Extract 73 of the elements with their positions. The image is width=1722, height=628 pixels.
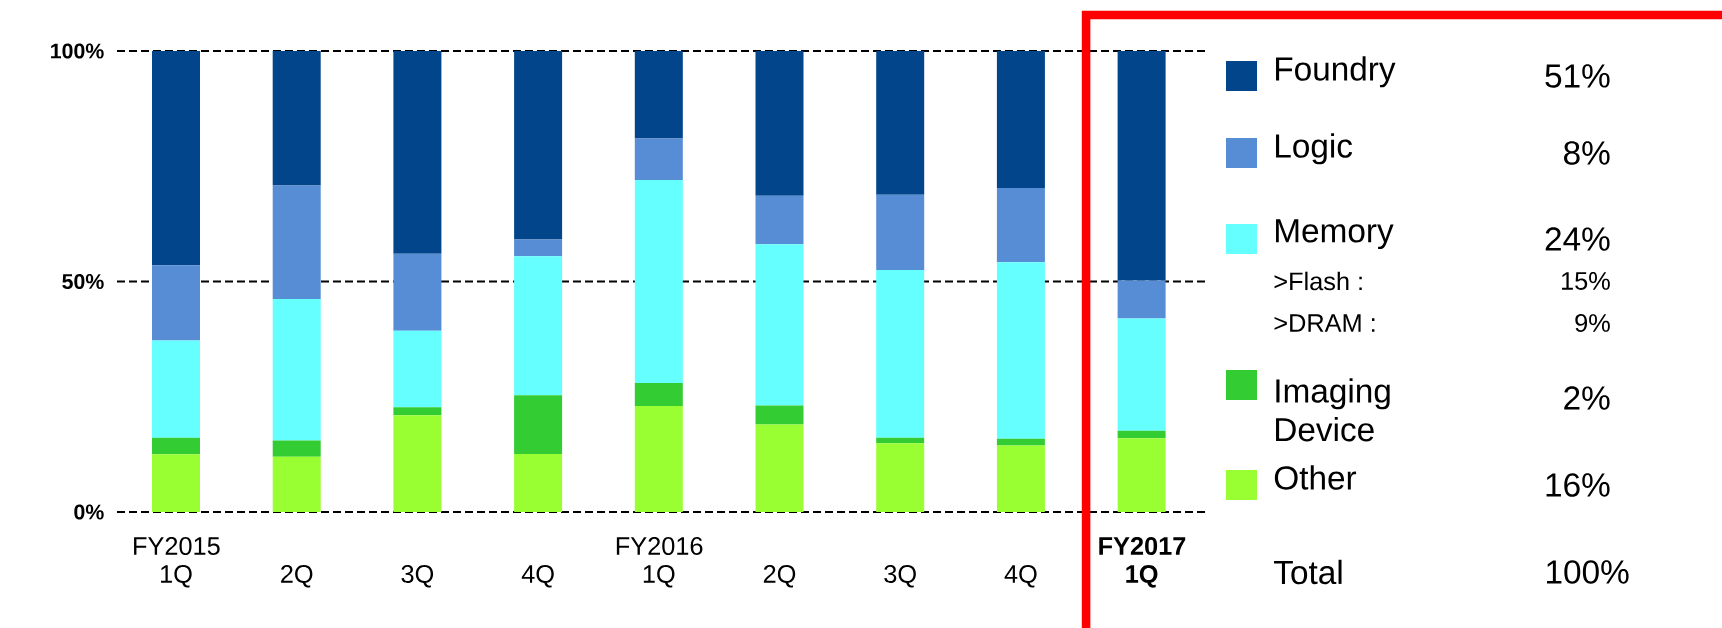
bar: [755, 424, 804, 512]
bar: [634, 50, 683, 139]
bar: [876, 443, 925, 512]
text: 8%: [1564, 141, 1610, 165]
bar: [514, 256, 563, 396]
bar: [876, 269, 925, 438]
bar: [514, 50, 563, 240]
text: >DRAM :: [1274, 314, 1375, 332]
text: 15%: [1561, 272, 1610, 290]
bar: [996, 438, 1045, 446]
y-tick-label: 0%: [74, 504, 104, 520]
bar: [755, 50, 804, 196]
x-tick-label: FY2016 1Q: [616, 537, 703, 588]
x-tick-label: 4Q: [521, 565, 554, 588]
bar: [755, 244, 804, 406]
text: 100%: [1547, 560, 1629, 584]
text: 2%: [1564, 386, 1610, 410]
bar: [876, 194, 925, 270]
bar: [634, 382, 683, 406]
text: 9%: [1575, 314, 1610, 332]
bar: [393, 330, 442, 408]
bar: [152, 265, 201, 341]
text: >Flash :: [1274, 271, 1362, 291]
bar: [1117, 318, 1166, 431]
bar: [393, 253, 442, 331]
bar: [272, 456, 321, 512]
bar: [996, 445, 1045, 512]
legend-label: Other: [1274, 465, 1357, 490]
bar: [514, 239, 563, 257]
bar: [272, 50, 321, 186]
x-tick-label: 3Q: [884, 565, 916, 588]
bar: [393, 415, 442, 512]
bar: [876, 50, 925, 195]
x-tick-label: 4Q: [1004, 565, 1037, 588]
text: 51%: [1545, 64, 1610, 88]
x-tick-label: 3Q: [401, 565, 434, 588]
bar: [272, 299, 321, 441]
bar: [152, 340, 201, 438]
x-tick-label: FY2015 1Q: [134, 537, 220, 588]
bar: [634, 138, 683, 181]
bar: [634, 405, 683, 512]
bar: [1117, 430, 1166, 439]
bar: [1117, 50, 1166, 281]
bar: [152, 437, 201, 455]
bar: [634, 180, 683, 383]
text: Total: [1274, 559, 1342, 585]
bar: [514, 453, 563, 512]
text: 16%: [1546, 473, 1610, 497]
bar: [272, 185, 321, 300]
x-tick-label: 2Q: [281, 565, 313, 588]
bar: [996, 262, 1045, 439]
bar: [393, 50, 442, 254]
bar: [996, 187, 1045, 263]
bar: [876, 437, 925, 444]
bar: [152, 50, 201, 266]
x-tick-label: FY2017 1Q: [1099, 537, 1186, 588]
bar: [1117, 280, 1166, 319]
y-tick-label: 50%: [62, 273, 104, 290]
legend-label: Imaging Device: [1276, 378, 1390, 442]
bar: [996, 50, 1045, 188]
legend-label: Memory: [1276, 219, 1394, 250]
bar: [1117, 438, 1166, 512]
legend-label: Logic: [1276, 133, 1353, 165]
bar: [393, 407, 442, 416]
y-tick-label: 100%: [51, 43, 104, 59]
bar: [272, 440, 321, 457]
bar: [755, 195, 804, 245]
text: 24%: [1545, 227, 1610, 251]
bar: [152, 454, 201, 512]
legend-label: Foundry: [1276, 56, 1396, 88]
bar: [514, 395, 563, 454]
x-tick-label: 2Q: [763, 565, 796, 588]
bar: [755, 405, 804, 425]
